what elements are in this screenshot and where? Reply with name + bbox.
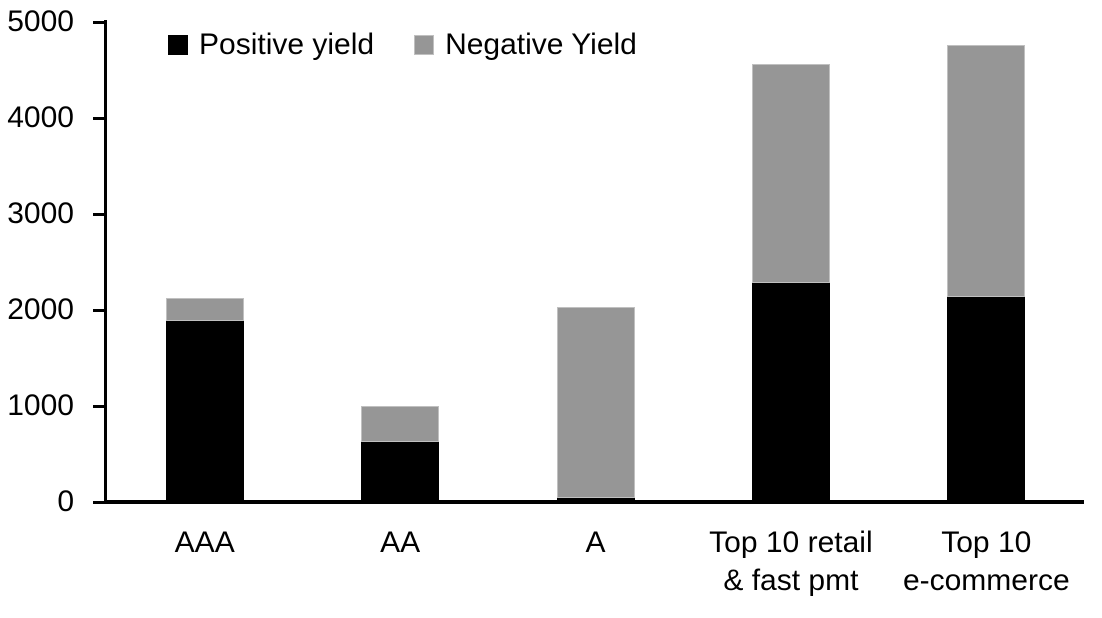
y-axis-tick-mark — [93, 116, 104, 120]
legend-label: Negative Yield — [445, 28, 637, 61]
y-axis-tick-label: 2000 — [7, 293, 74, 326]
x-axis-category-label: Top 10 retail & fast pmt — [709, 526, 873, 597]
y-axis-tick-mark — [93, 212, 104, 216]
bar-segment-negative-yield — [947, 45, 1026, 297]
y-axis-tick-mark — [93, 20, 104, 24]
x-axis-category-label: AA — [380, 526, 421, 559]
legend-label: Positive yield — [199, 28, 375, 61]
x-axis-line — [104, 500, 1084, 504]
bar-segment-negative-yield — [751, 64, 830, 284]
chart-legend: Positive yield Negative Yield — [168, 28, 637, 62]
bar-segment-positive-yield — [165, 320, 244, 502]
x-axis-category-label: Top 10 e-commerce — [902, 526, 1070, 597]
legend-item-negative-yield: Negative Yield — [414, 28, 637, 62]
x-axis-category-label: A — [585, 526, 606, 559]
bar-segment-positive-yield — [947, 296, 1026, 502]
legend-swatch-icon — [414, 35, 435, 55]
y-axis-tick-label: 5000 — [7, 5, 74, 38]
legend-item-positive-yield: Positive yield — [168, 28, 374, 62]
x-axis-category-label: AAA — [174, 526, 235, 559]
legend-swatch-icon — [168, 35, 188, 55]
bar-segment-positive-yield — [361, 442, 440, 502]
y-axis-tick-label: 0 — [57, 485, 74, 518]
bar-segment-negative-yield — [165, 298, 244, 321]
y-axis-line — [104, 20, 107, 504]
bar-segment-negative-yield — [361, 406, 440, 443]
y-axis-tick-mark — [93, 404, 104, 408]
bar-segment-negative-yield — [556, 307, 635, 499]
y-axis-tick-label: 3000 — [7, 197, 74, 230]
y-axis-tick-mark — [93, 500, 104, 504]
bar-segment-positive-yield — [751, 283, 830, 502]
y-axis-tick-mark — [93, 308, 104, 312]
y-axis-tick-label: 4000 — [7, 101, 74, 134]
y-axis-tick-label: 1000 — [7, 389, 74, 422]
